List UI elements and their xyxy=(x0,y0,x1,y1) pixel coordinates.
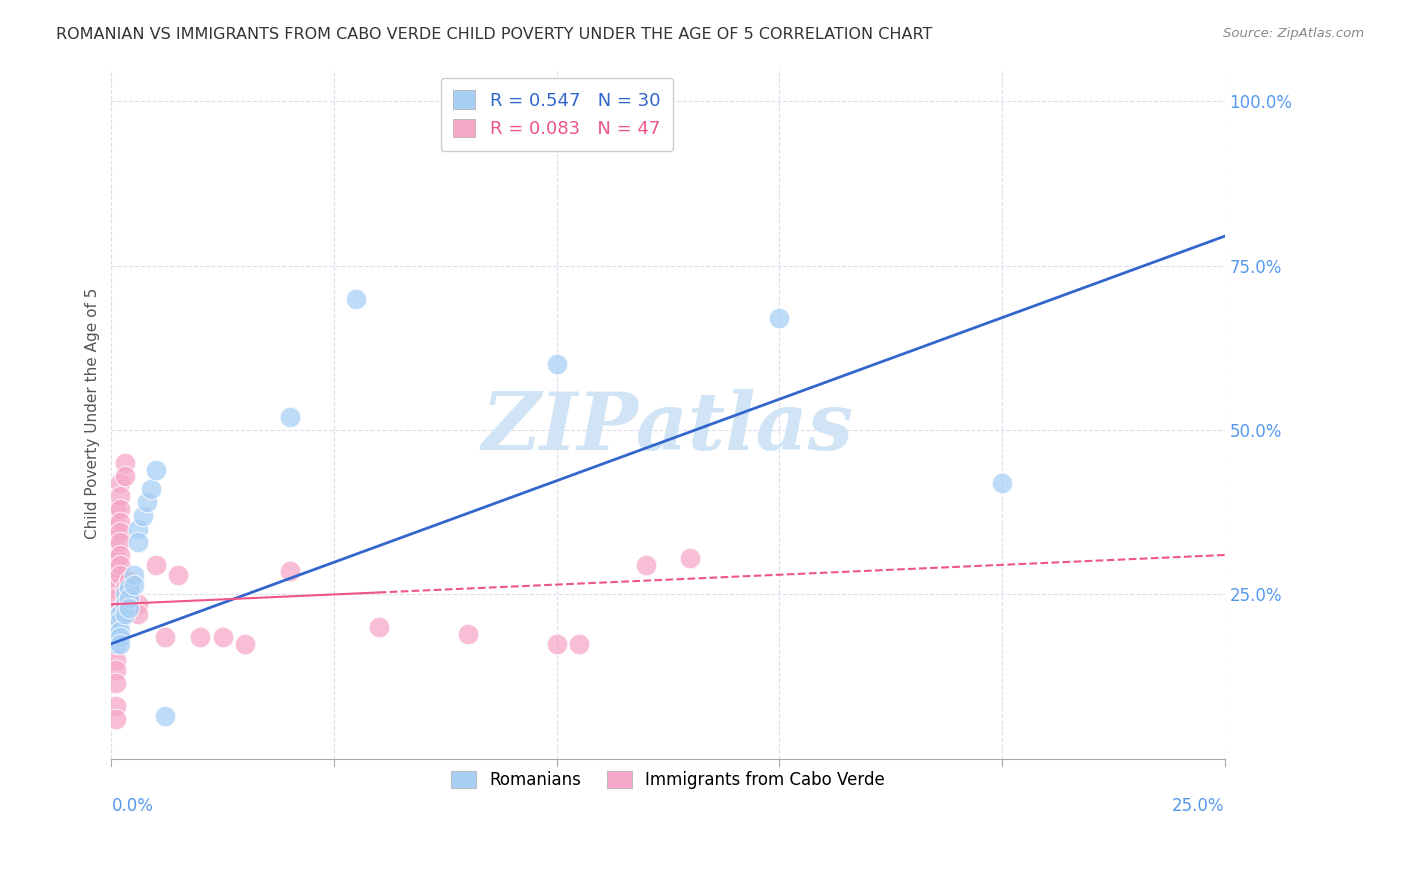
Point xyxy=(104,561,127,575)
Text: 25.0%: 25.0% xyxy=(1173,797,1225,814)
Legend: Romanians, Immigrants from Cabo Verde: Romanians, Immigrants from Cabo Verde xyxy=(441,761,894,798)
Point xyxy=(457,627,479,641)
Point xyxy=(114,587,136,601)
Point xyxy=(104,541,127,556)
Point xyxy=(104,640,127,654)
Point xyxy=(104,591,127,605)
Point xyxy=(114,581,136,595)
Point xyxy=(568,637,591,651)
Point xyxy=(110,502,132,516)
Point xyxy=(153,630,176,644)
Point xyxy=(104,653,127,667)
Point xyxy=(110,534,132,549)
Point xyxy=(104,604,127,618)
Point xyxy=(110,548,132,562)
Point xyxy=(110,524,132,539)
Point xyxy=(104,712,127,726)
Point xyxy=(768,311,790,326)
Point xyxy=(211,630,233,644)
Point xyxy=(141,482,163,496)
Point xyxy=(367,620,389,634)
Point xyxy=(104,630,127,644)
Text: 0.0%: 0.0% xyxy=(111,797,153,814)
Point xyxy=(110,614,132,628)
Point xyxy=(145,462,167,476)
Point xyxy=(114,456,136,470)
Point xyxy=(679,551,702,566)
Point xyxy=(104,676,127,690)
Point xyxy=(110,567,132,582)
Point xyxy=(104,699,127,714)
Point xyxy=(114,469,136,483)
Point xyxy=(127,607,149,622)
Point xyxy=(104,571,127,585)
Point xyxy=(110,515,132,529)
Text: Source: ZipAtlas.com: Source: ZipAtlas.com xyxy=(1223,27,1364,40)
Point xyxy=(104,624,127,638)
Point xyxy=(136,495,159,509)
Point xyxy=(114,597,136,611)
Point xyxy=(110,489,132,503)
Point xyxy=(118,600,141,615)
Point xyxy=(110,607,132,622)
Point xyxy=(991,475,1014,490)
Text: ZIPatlas: ZIPatlas xyxy=(482,389,853,467)
Point xyxy=(110,475,132,490)
Point xyxy=(114,607,136,622)
Point xyxy=(110,558,132,572)
Point xyxy=(127,534,149,549)
Point xyxy=(634,558,657,572)
Point xyxy=(104,502,127,516)
Point xyxy=(127,522,149,536)
Text: ROMANIAN VS IMMIGRANTS FROM CABO VERDE CHILD POVERTY UNDER THE AGE OF 5 CORRELAT: ROMANIAN VS IMMIGRANTS FROM CABO VERDE C… xyxy=(56,27,932,42)
Point xyxy=(278,565,301,579)
Point xyxy=(104,551,127,566)
Point xyxy=(104,528,127,542)
Point xyxy=(104,627,127,641)
Point xyxy=(344,292,367,306)
Point xyxy=(104,614,127,628)
Point xyxy=(104,610,127,624)
Point xyxy=(104,663,127,677)
Point xyxy=(131,508,153,523)
Point xyxy=(118,581,141,595)
Point xyxy=(122,577,145,591)
Point xyxy=(104,581,127,595)
Point xyxy=(153,709,176,723)
Point xyxy=(167,567,190,582)
Y-axis label: Child Poverty Under the Age of 5: Child Poverty Under the Age of 5 xyxy=(86,288,100,540)
Point xyxy=(546,637,568,651)
Point xyxy=(278,409,301,424)
Point xyxy=(110,624,132,638)
Point xyxy=(190,630,212,644)
Point xyxy=(127,597,149,611)
Point xyxy=(118,591,141,605)
Point xyxy=(233,637,256,651)
Point xyxy=(118,574,141,589)
Point xyxy=(546,357,568,371)
Point xyxy=(110,637,132,651)
Point xyxy=(104,637,127,651)
Point xyxy=(118,584,141,599)
Point xyxy=(110,630,132,644)
Point xyxy=(104,518,127,533)
Point xyxy=(145,558,167,572)
Point xyxy=(122,567,145,582)
Point xyxy=(104,617,127,632)
